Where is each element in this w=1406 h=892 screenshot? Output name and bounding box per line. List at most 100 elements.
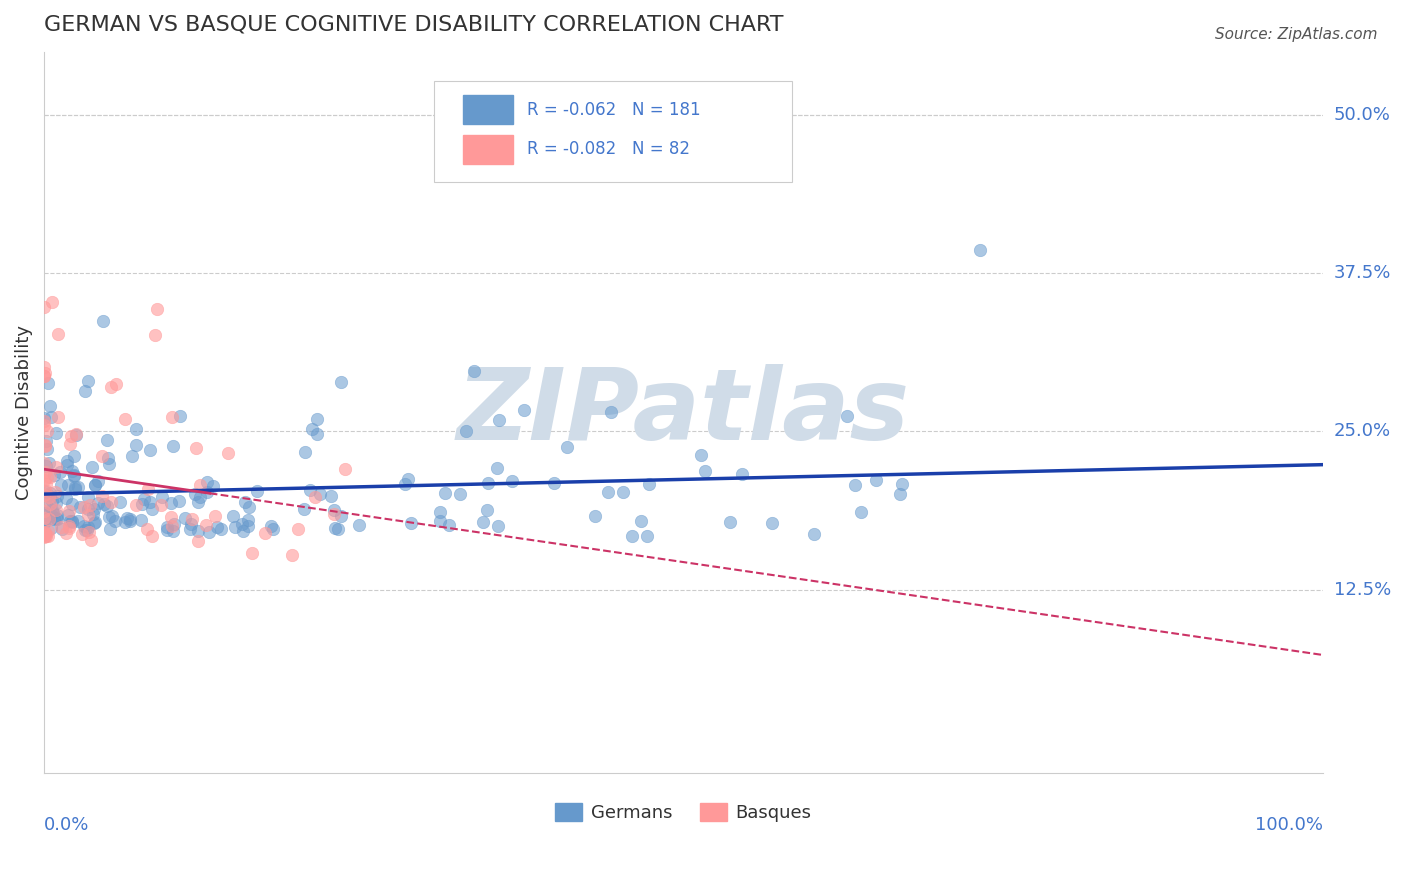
Germans xyxy=(46,511,69,525)
Basques xyxy=(58,504,80,518)
Germans xyxy=(195,484,218,499)
Basques xyxy=(323,507,346,521)
Germans xyxy=(693,464,716,478)
Germans xyxy=(60,464,83,478)
Germans xyxy=(202,478,225,492)
Basques xyxy=(34,527,56,541)
Germans xyxy=(44,511,66,525)
Germans xyxy=(73,384,96,399)
Germans xyxy=(224,520,246,534)
Germans xyxy=(100,522,122,536)
Basques xyxy=(49,520,72,534)
Basques xyxy=(335,462,357,476)
Germans xyxy=(104,514,127,528)
Germans xyxy=(37,376,59,390)
Basques xyxy=(59,428,82,442)
Germans xyxy=(488,413,510,427)
Basques xyxy=(45,503,67,517)
Germans xyxy=(232,524,254,539)
Basques xyxy=(91,449,114,463)
Basques xyxy=(149,499,172,513)
Germans xyxy=(87,475,110,489)
Germans xyxy=(294,445,316,459)
Basques xyxy=(143,328,166,343)
Y-axis label: Cognitive Disability: Cognitive Disability xyxy=(15,325,32,500)
Basques xyxy=(100,380,122,394)
Germans xyxy=(35,497,58,511)
Basques xyxy=(34,466,56,480)
Germans xyxy=(39,486,62,500)
Basques xyxy=(34,439,56,453)
Basques xyxy=(35,476,58,491)
Germans xyxy=(718,516,741,530)
Germans xyxy=(187,524,209,538)
Germans xyxy=(449,487,471,501)
Germans xyxy=(163,517,186,532)
Basques xyxy=(34,359,56,374)
Germans xyxy=(63,449,86,463)
Germans xyxy=(32,516,55,530)
Germans xyxy=(598,484,620,499)
Germans xyxy=(319,489,342,503)
Germans xyxy=(73,523,96,537)
Germans xyxy=(630,514,652,528)
Basques xyxy=(41,295,63,310)
Germans xyxy=(347,517,370,532)
Basques xyxy=(34,438,56,452)
Germans xyxy=(32,513,55,527)
Basques xyxy=(287,522,309,536)
Germans xyxy=(512,403,534,417)
Basques xyxy=(91,489,114,503)
Basques xyxy=(46,410,69,425)
Basques xyxy=(32,457,55,471)
Basques xyxy=(32,473,55,487)
Germans xyxy=(198,524,221,539)
Germans xyxy=(69,500,91,515)
Germans xyxy=(761,516,783,530)
Basques xyxy=(44,484,66,499)
Germans xyxy=(32,483,55,498)
Germans xyxy=(42,468,65,483)
Text: 0.0%: 0.0% xyxy=(44,816,90,835)
Germans xyxy=(486,461,509,475)
FancyBboxPatch shape xyxy=(464,135,513,163)
Germans xyxy=(83,478,105,492)
Germans xyxy=(463,364,485,378)
Germans xyxy=(292,502,315,516)
Germans xyxy=(437,518,460,533)
Germans xyxy=(501,475,523,489)
Basques xyxy=(58,519,80,533)
Germans xyxy=(803,526,825,541)
Germans xyxy=(169,494,191,508)
Germans xyxy=(49,477,72,491)
Basques xyxy=(141,529,163,543)
Basques xyxy=(39,497,62,511)
Germans xyxy=(87,496,110,510)
Basques xyxy=(281,548,304,562)
Germans xyxy=(174,510,197,524)
Basques xyxy=(32,510,55,524)
Basques xyxy=(34,529,56,543)
Basques xyxy=(32,530,55,544)
FancyBboxPatch shape xyxy=(464,95,513,124)
Germans xyxy=(236,519,259,533)
Germans xyxy=(82,507,104,521)
Basques xyxy=(38,470,60,484)
Basques xyxy=(37,470,59,484)
Germans xyxy=(41,521,63,535)
Basques xyxy=(32,526,55,541)
Basques xyxy=(145,301,167,316)
Germans xyxy=(301,422,323,436)
Basques xyxy=(79,499,101,513)
Text: Source: ZipAtlas.com: Source: ZipAtlas.com xyxy=(1215,27,1378,42)
Basques xyxy=(80,533,103,547)
Germans xyxy=(399,516,422,530)
Basques xyxy=(114,411,136,425)
Germans xyxy=(308,487,330,501)
Germans xyxy=(45,508,67,522)
Text: R = -0.062   N = 181: R = -0.062 N = 181 xyxy=(527,101,702,119)
Germans xyxy=(844,478,866,492)
Germans xyxy=(138,494,160,508)
Germans xyxy=(41,506,63,520)
Germans xyxy=(433,485,456,500)
